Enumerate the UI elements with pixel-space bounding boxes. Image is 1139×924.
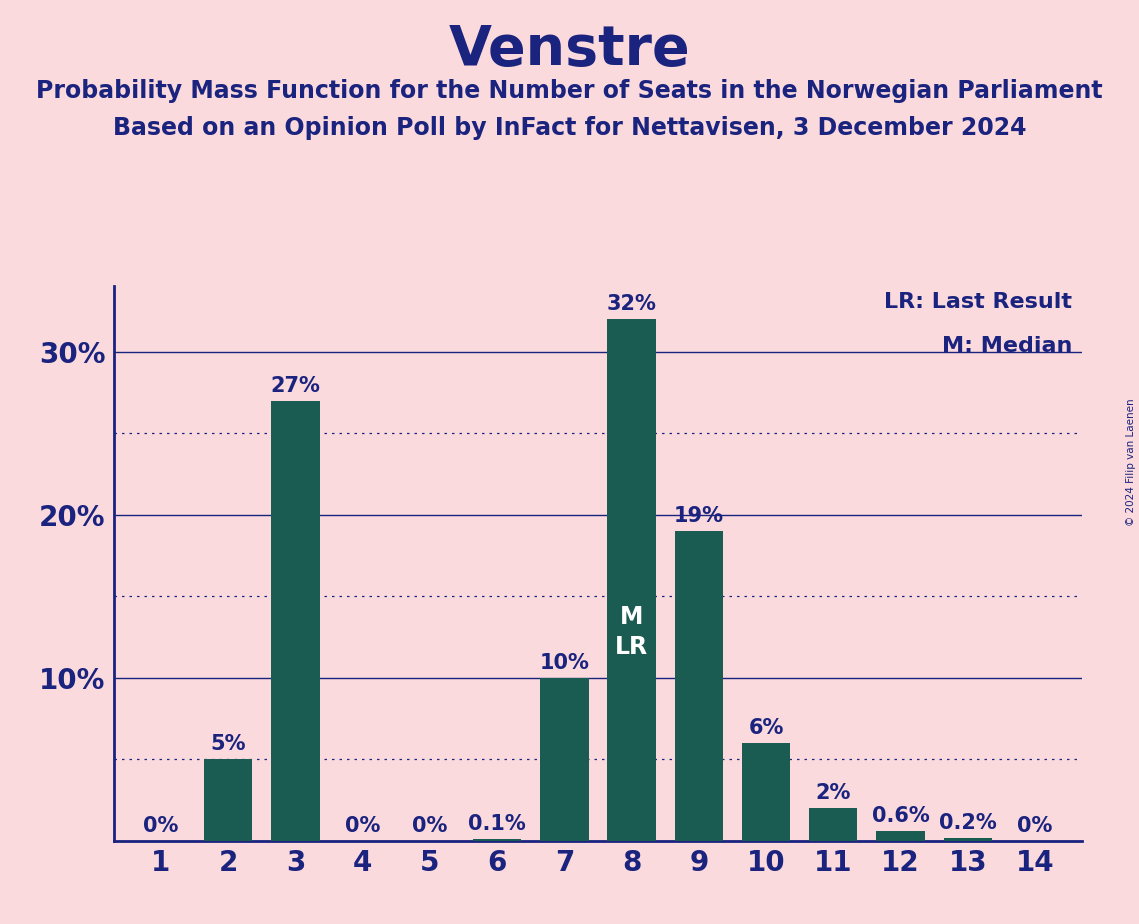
Bar (607, 319, 656, 841)
Text: 19%: 19% (674, 506, 723, 526)
Text: Based on an Opinion Poll by InFact for Nettavisen, 3 December 2024: Based on an Opinion Poll by InFact for N… (113, 116, 1026, 140)
Text: 2%: 2% (816, 784, 851, 803)
Text: Venstre: Venstre (449, 23, 690, 77)
Text: 10%: 10% (540, 653, 589, 673)
Bar (271, 401, 320, 841)
Text: 0.2%: 0.2% (939, 813, 997, 833)
Text: 0.6%: 0.6% (871, 806, 929, 826)
Text: 27%: 27% (270, 376, 320, 395)
Text: 0%: 0% (345, 816, 380, 836)
Text: M
LR: M LR (615, 605, 648, 659)
Text: M: Median: M: Median (942, 336, 1073, 357)
Text: 0%: 0% (412, 816, 448, 836)
Text: 32%: 32% (607, 294, 656, 314)
Text: LR: Last Result: LR: Last Result (884, 292, 1073, 312)
Bar (204, 760, 253, 841)
Bar (741, 743, 790, 841)
Text: 5%: 5% (211, 735, 246, 754)
Bar (540, 678, 589, 841)
Text: © 2024 Filip van Laenen: © 2024 Filip van Laenen (1126, 398, 1136, 526)
Bar (809, 808, 858, 841)
Text: 0%: 0% (144, 816, 179, 836)
Text: 0%: 0% (1017, 816, 1052, 836)
Bar (473, 839, 522, 841)
Bar (674, 531, 723, 841)
Bar (876, 831, 925, 841)
Text: Probability Mass Function for the Number of Seats in the Norwegian Parliament: Probability Mass Function for the Number… (36, 79, 1103, 103)
Text: 0.1%: 0.1% (468, 814, 526, 834)
Bar (943, 837, 992, 841)
Text: 6%: 6% (748, 718, 784, 738)
